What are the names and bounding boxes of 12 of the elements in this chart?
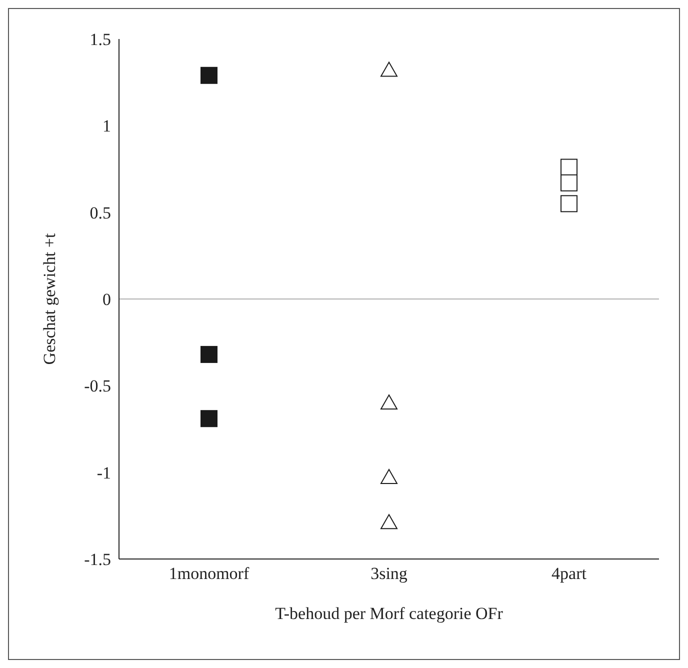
x-axis-title: T-behoud per Morf categorie OFr — [275, 604, 504, 623]
y-tick-label: 1.5 — [90, 30, 111, 50]
y-tick-label: -1 — [96, 463, 111, 482]
x-tick-label: 1monomorf — [168, 564, 250, 584]
y-tick-label: -1.5 — [84, 550, 111, 570]
y-tick-label: 0 — [102, 290, 111, 310]
x-tick-label: 4part — [552, 564, 587, 584]
x-tick-label: 3sing — [370, 564, 408, 584]
y-tick-label: 1 — [102, 116, 111, 136]
y-tick-label: -0.5 — [84, 376, 111, 396]
y-tick-label: 0.5 — [90, 203, 111, 222]
y-axis-title: Geschat gewicht +t — [40, 233, 60, 365]
